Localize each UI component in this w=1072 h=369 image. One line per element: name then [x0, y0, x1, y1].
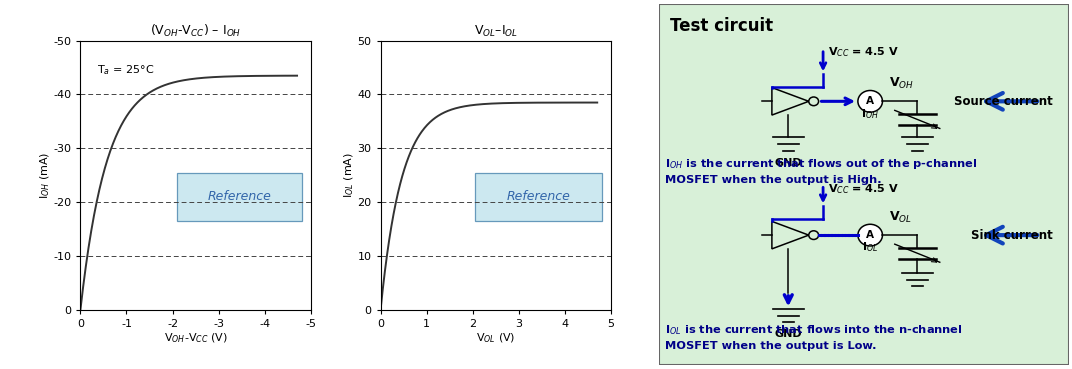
- Text: T$_a$ = 25°C: T$_a$ = 25°C: [96, 63, 153, 77]
- Text: V$_{OH}$: V$_{OH}$: [889, 76, 913, 91]
- Title: V$_{OL}$–I$_{OL}$: V$_{OL}$–I$_{OL}$: [474, 24, 518, 39]
- Circle shape: [858, 224, 882, 246]
- X-axis label: V$_{OL}$ (V): V$_{OL}$ (V): [476, 332, 516, 345]
- Text: Reference: Reference: [208, 190, 271, 203]
- Text: Test circuit: Test circuit: [670, 17, 773, 35]
- FancyBboxPatch shape: [475, 173, 601, 221]
- Y-axis label: I$_{OH}$ (mA): I$_{OH}$ (mA): [39, 152, 51, 199]
- Text: V$_{CC}$ = 4.5 V: V$_{CC}$ = 4.5 V: [828, 183, 899, 196]
- Text: Source current: Source current: [954, 95, 1053, 108]
- Text: A: A: [866, 230, 874, 240]
- Text: GND: GND: [774, 158, 802, 169]
- Text: V$_{OL}$: V$_{OL}$: [889, 210, 911, 225]
- Text: Reference: Reference: [506, 190, 570, 203]
- Text: I$_{OH}$ is the current that flows out of the p-channel: I$_{OH}$ is the current that flows out o…: [666, 157, 978, 171]
- X-axis label: V$_{OH}$-V$_{CC}$ (V): V$_{OH}$-V$_{CC}$ (V): [164, 332, 227, 345]
- Text: MOSFET when the output is Low.: MOSFET when the output is Low.: [666, 341, 877, 351]
- Text: I$_{OL}$ is the current that flows into the n-channel: I$_{OL}$ is the current that flows into …: [666, 324, 963, 337]
- Y-axis label: I$_{OL}$ (mA): I$_{OL}$ (mA): [342, 152, 356, 198]
- Text: I$_{OH}$: I$_{OH}$: [861, 108, 879, 121]
- Text: GND: GND: [774, 329, 802, 339]
- Text: I$_{OL}$: I$_{OL}$: [862, 240, 878, 254]
- Text: A: A: [866, 96, 874, 106]
- FancyBboxPatch shape: [177, 173, 301, 221]
- Text: MOSFET when the output is High.: MOSFET when the output is High.: [666, 175, 882, 185]
- Title: (V$_{OH}$-V$_{CC}$) – I$_{OH}$: (V$_{OH}$-V$_{CC}$) – I$_{OH}$: [150, 23, 241, 39]
- Text: V$_{CC}$ = 4.5 V: V$_{CC}$ = 4.5 V: [828, 45, 899, 59]
- Text: Sink current: Sink current: [970, 229, 1053, 242]
- Circle shape: [858, 90, 882, 112]
